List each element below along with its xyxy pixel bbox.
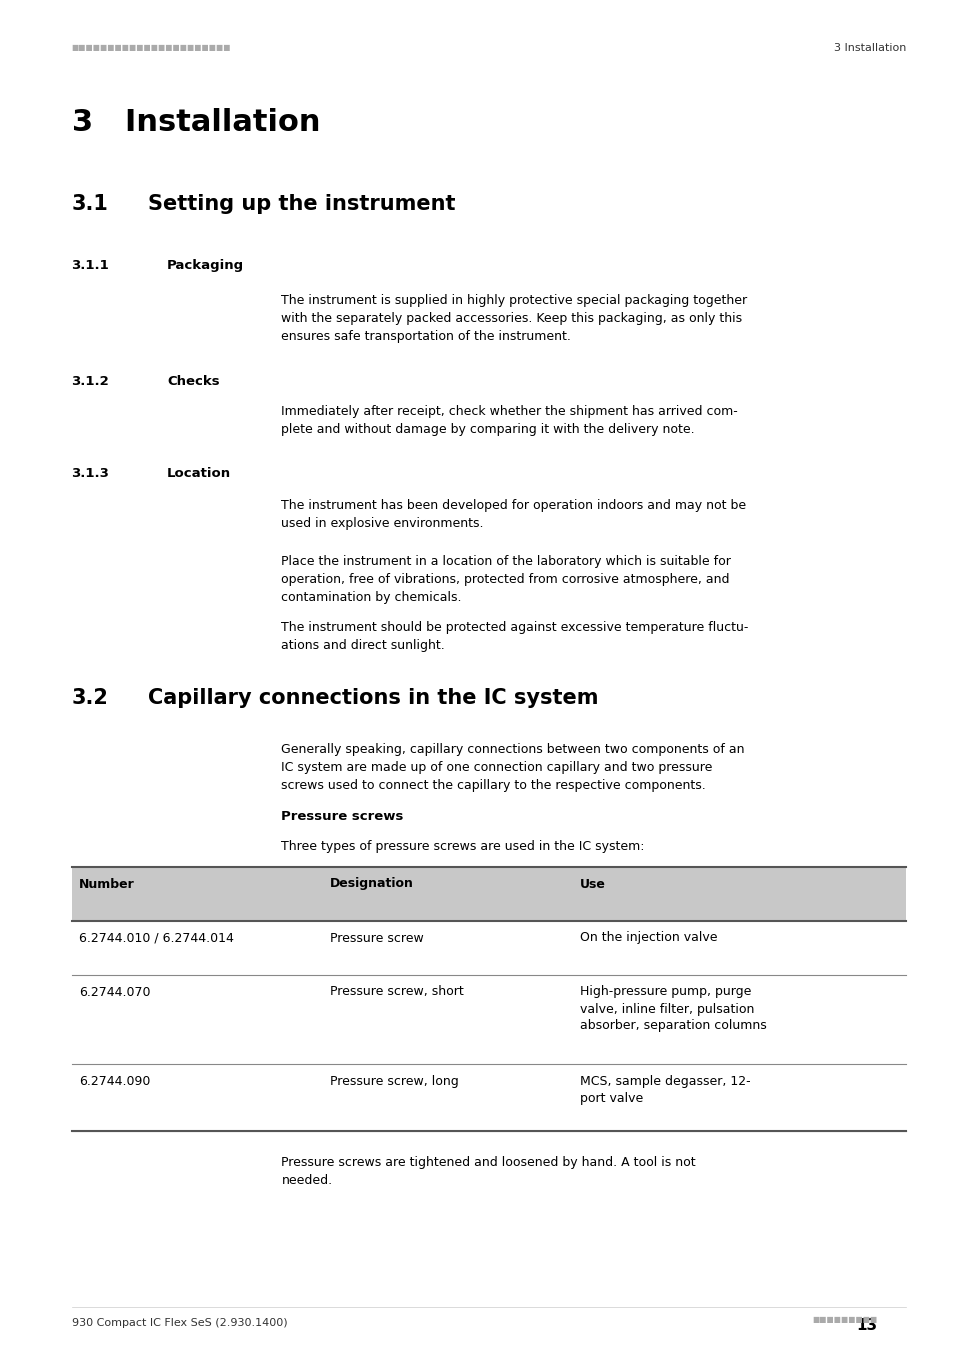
Text: Number: Number [79,878,134,891]
Text: Designation: Designation [330,878,413,891]
FancyBboxPatch shape [71,975,905,1064]
Text: On the injection valve: On the injection valve [579,931,717,945]
Text: Pressure screw, long: Pressure screw, long [330,1075,457,1088]
Text: 13: 13 [856,1318,877,1332]
Text: Use: Use [579,878,605,891]
Text: Setting up the instrument: Setting up the instrument [148,194,455,215]
Text: ■■■■■■■■■■■■■■■■■■■■■■: ■■■■■■■■■■■■■■■■■■■■■■ [71,43,231,53]
Text: 3.2: 3.2 [71,688,109,709]
Text: Place the instrument in a location of the laboratory which is suitable for
opera: Place the instrument in a location of th… [281,555,731,603]
Text: Packaging: Packaging [167,259,244,273]
Text: ■■■■■■■■■: ■■■■■■■■■ [812,1315,877,1324]
Text: 3 Installation: 3 Installation [833,43,905,53]
Text: The instrument has been developed for operation indoors and may not be
used in e: The instrument has been developed for op… [281,500,746,531]
Text: 930 Compact IC Flex SeS (2.930.1400): 930 Compact IC Flex SeS (2.930.1400) [71,1318,287,1327]
FancyBboxPatch shape [71,921,905,975]
Text: 3   Installation: 3 Installation [71,108,319,136]
Text: The instrument is supplied in highly protective special packaging together
with : The instrument is supplied in highly pro… [281,294,747,343]
Text: 6.2744.070: 6.2744.070 [79,986,151,999]
Text: Pressure screws: Pressure screws [281,810,403,824]
Text: The instrument should be protected against excessive temperature fluctu-
ations : The instrument should be protected again… [281,621,748,652]
Text: 3.1: 3.1 [71,194,109,215]
Text: 6.2744.090: 6.2744.090 [79,1075,151,1088]
FancyBboxPatch shape [71,867,905,921]
Text: Three types of pressure screws are used in the IC system:: Three types of pressure screws are used … [281,840,644,853]
Text: Pressure screw: Pressure screw [330,931,423,945]
Text: Immediately after receipt, check whether the shipment has arrived com-
plete and: Immediately after receipt, check whether… [281,405,738,436]
Text: Pressure screws are tightened and loosened by hand. A tool is not
needed.: Pressure screws are tightened and loosen… [281,1156,696,1187]
Text: Checks: Checks [167,375,219,389]
Text: MCS, sample degasser, 12-
port valve: MCS, sample degasser, 12- port valve [579,1075,750,1104]
Text: Location: Location [167,467,231,481]
Text: 3.1.3: 3.1.3 [71,467,110,481]
Text: Generally speaking, capillary connections between two components of an
IC system: Generally speaking, capillary connection… [281,743,744,791]
FancyBboxPatch shape [71,1064,905,1131]
Text: Capillary connections in the IC system: Capillary connections in the IC system [148,688,598,709]
Text: High-pressure pump, purge
valve, inline filter, pulsation
absorber, separation c: High-pressure pump, purge valve, inline … [579,986,766,1033]
Text: 6.2744.010 / 6.2744.014: 6.2744.010 / 6.2744.014 [79,931,233,945]
Text: 3.1.1: 3.1.1 [71,259,110,273]
Text: 3.1.2: 3.1.2 [71,375,110,389]
Text: Pressure screw, short: Pressure screw, short [330,986,463,999]
